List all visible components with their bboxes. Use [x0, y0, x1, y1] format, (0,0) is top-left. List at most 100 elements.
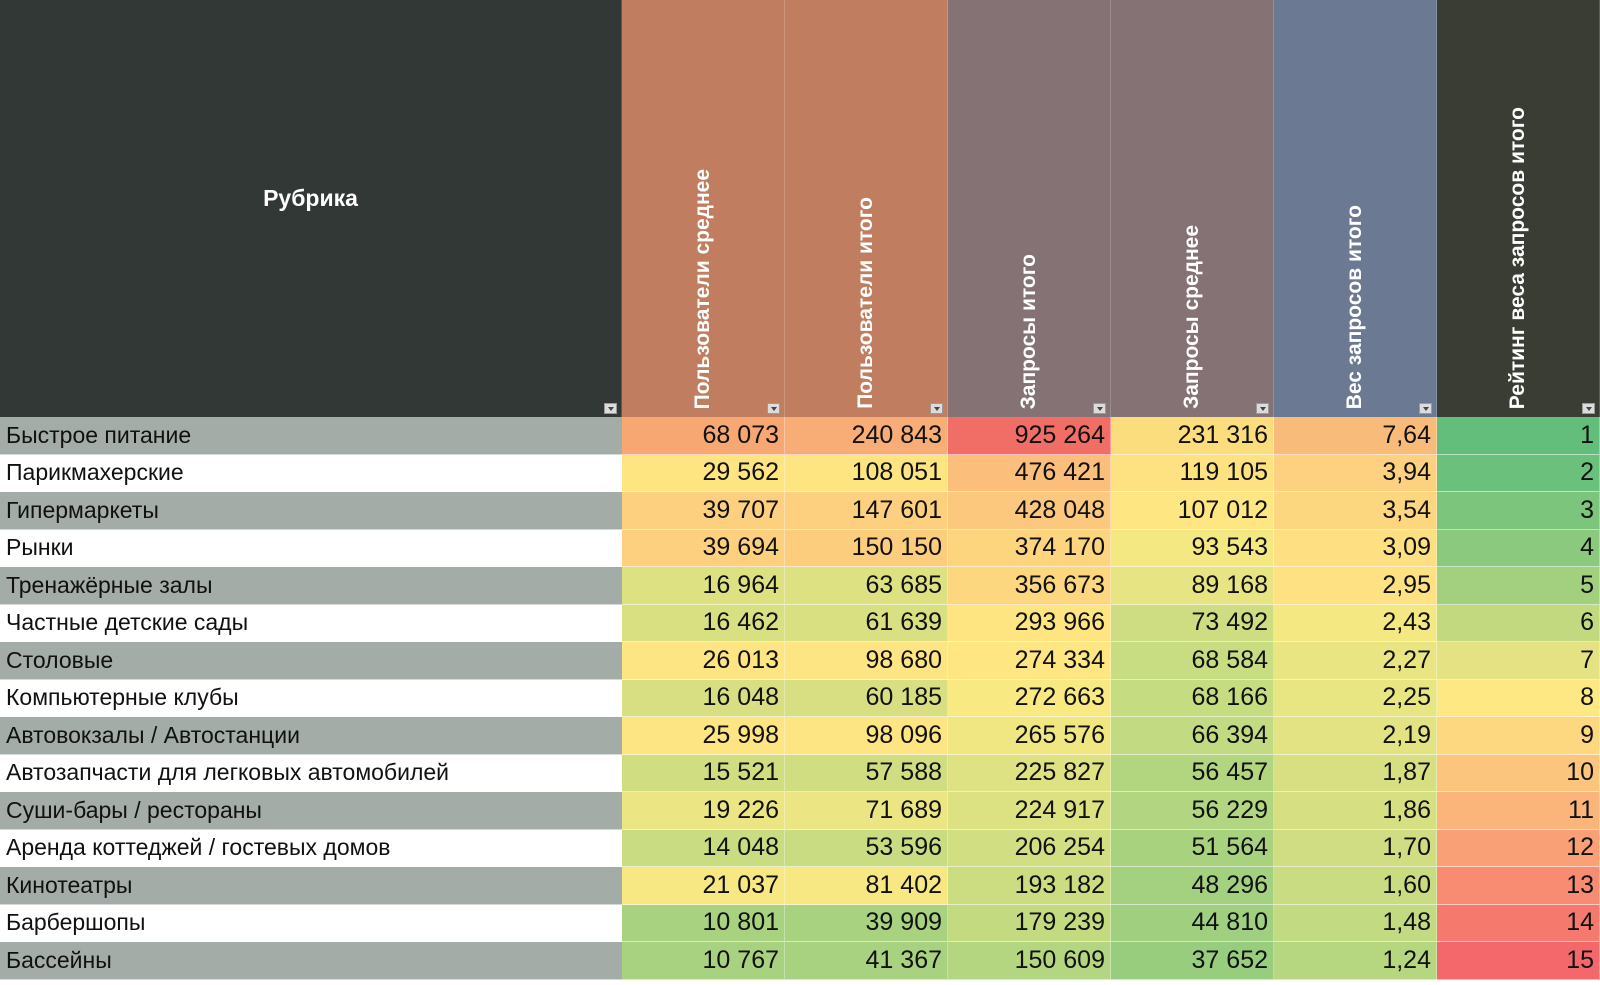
row-queries-total-cell[interactable]: 206 254 — [948, 829, 1111, 867]
row-category-cell[interactable]: Тренажёрные залы — [0, 567, 622, 605]
row-queries-total-cell[interactable]: 225 827 — [948, 754, 1111, 792]
row-category-cell[interactable]: Частные детские сады — [0, 604, 622, 642]
row-queries-avg-cell[interactable]: 93 543 — [1111, 529, 1274, 567]
row-queries-total-cell[interactable]: 193 182 — [948, 867, 1111, 905]
row-users-avg-cell[interactable]: 25 998 — [622, 717, 785, 755]
row-queries-total-cell[interactable]: 374 170 — [948, 529, 1111, 567]
row-category-cell[interactable]: Рынки — [0, 529, 622, 567]
header-weight-total[interactable]: Вес запросов итого — [1274, 0, 1437, 417]
row-queries-total-cell[interactable]: 925 264 — [948, 417, 1111, 455]
row-queries-total-cell[interactable]: 476 421 — [948, 454, 1111, 492]
row-category-cell[interactable]: Бассейны — [0, 942, 622, 980]
row-queries-avg-cell[interactable]: 231 316 — [1111, 417, 1274, 455]
row-queries-avg-cell[interactable]: 48 296 — [1111, 867, 1274, 905]
header-weight-rank[interactable]: Рейтинг веса запросов итого — [1437, 0, 1600, 417]
header-queries-total[interactable]: Запросы итого — [948, 0, 1111, 417]
row-queries-avg-cell[interactable]: 56 229 — [1111, 792, 1274, 830]
row-weight-cell[interactable]: 1,87 — [1274, 754, 1437, 792]
row-users-avg-cell[interactable]: 15 521 — [622, 754, 785, 792]
row-users-total-cell[interactable]: 57 588 — [785, 754, 948, 792]
row-rank-cell[interactable]: 13 — [1437, 867, 1600, 905]
header-queries-avg[interactable]: Запросы среднее — [1111, 0, 1274, 417]
row-weight-cell[interactable]: 2,27 — [1274, 642, 1437, 680]
row-queries-avg-cell[interactable]: 44 810 — [1111, 904, 1274, 942]
row-category-cell[interactable]: Барбершопы — [0, 904, 622, 942]
row-users-total-cell[interactable]: 150 150 — [785, 529, 948, 567]
row-users-total-cell[interactable]: 71 689 — [785, 792, 948, 830]
row-queries-total-cell[interactable]: 356 673 — [948, 567, 1111, 605]
row-queries-total-cell[interactable]: 150 609 — [948, 942, 1111, 980]
row-queries-avg-cell[interactable]: 37 652 — [1111, 942, 1274, 980]
row-queries-avg-cell[interactable]: 56 457 — [1111, 754, 1274, 792]
row-rank-cell[interactable]: 8 — [1437, 679, 1600, 717]
row-users-total-cell[interactable]: 63 685 — [785, 567, 948, 605]
row-category-cell[interactable]: Автозапчасти для легковых автомобилей — [0, 754, 622, 792]
row-weight-cell[interactable]: 7,64 — [1274, 417, 1437, 455]
row-rank-cell[interactable]: 6 — [1437, 604, 1600, 642]
row-users-total-cell[interactable]: 81 402 — [785, 867, 948, 905]
row-users-avg-cell[interactable]: 19 226 — [622, 792, 785, 830]
filter-dropdown-icon[interactable] — [604, 403, 617, 414]
row-rank-cell[interactable]: 5 — [1437, 567, 1600, 605]
header-rubric[interactable]: Рубрика — [0, 0, 622, 417]
row-weight-cell[interactable]: 3,54 — [1274, 492, 1437, 530]
row-queries-avg-cell[interactable]: 68 166 — [1111, 679, 1274, 717]
row-users-avg-cell[interactable]: 29 562 — [622, 454, 785, 492]
row-users-avg-cell[interactable]: 16 048 — [622, 679, 785, 717]
row-weight-cell[interactable]: 2,95 — [1274, 567, 1437, 605]
row-users-total-cell[interactable]: 98 680 — [785, 642, 948, 680]
row-weight-cell[interactable]: 1,70 — [1274, 829, 1437, 867]
row-rank-cell[interactable]: 10 — [1437, 754, 1600, 792]
row-category-cell[interactable]: Аренда коттеджей / гостевых домов — [0, 829, 622, 867]
row-weight-cell[interactable]: 1,24 — [1274, 942, 1437, 980]
row-category-cell[interactable]: Кинотеатры — [0, 867, 622, 905]
row-users-total-cell[interactable]: 61 639 — [785, 604, 948, 642]
row-users-avg-cell[interactable]: 39 694 — [622, 529, 785, 567]
row-queries-total-cell[interactable]: 272 663 — [948, 679, 1111, 717]
row-weight-cell[interactable]: 2,43 — [1274, 604, 1437, 642]
row-users-total-cell[interactable]: 41 367 — [785, 942, 948, 980]
row-queries-avg-cell[interactable]: 51 564 — [1111, 829, 1274, 867]
row-queries-total-cell[interactable]: 428 048 — [948, 492, 1111, 530]
row-queries-avg-cell[interactable]: 73 492 — [1111, 604, 1274, 642]
row-users-avg-cell[interactable]: 16 964 — [622, 567, 785, 605]
row-category-cell[interactable]: Гипермаркеты — [0, 492, 622, 530]
row-users-total-cell[interactable]: 39 909 — [785, 904, 948, 942]
row-weight-cell[interactable]: 3,94 — [1274, 454, 1437, 492]
row-users-avg-cell[interactable]: 14 048 — [622, 829, 785, 867]
row-users-total-cell[interactable]: 60 185 — [785, 679, 948, 717]
row-weight-cell[interactable]: 1,60 — [1274, 867, 1437, 905]
row-queries-avg-cell[interactable]: 119 105 — [1111, 454, 1274, 492]
filter-dropdown-icon[interactable] — [1093, 403, 1106, 414]
header-users-total[interactable]: Пользователи итого — [785, 0, 948, 417]
row-users-total-cell[interactable]: 240 843 — [785, 417, 948, 455]
row-rank-cell[interactable]: 12 — [1437, 829, 1600, 867]
row-users-avg-cell[interactable]: 26 013 — [622, 642, 785, 680]
row-category-cell[interactable]: Суши-бары / рестораны — [0, 792, 622, 830]
row-queries-total-cell[interactable]: 224 917 — [948, 792, 1111, 830]
row-weight-cell[interactable]: 1,86 — [1274, 792, 1437, 830]
row-queries-avg-cell[interactable]: 89 168 — [1111, 567, 1274, 605]
row-users-total-cell[interactable]: 53 596 — [785, 829, 948, 867]
row-weight-cell[interactable]: 1,48 — [1274, 904, 1437, 942]
row-users-total-cell[interactable]: 147 601 — [785, 492, 948, 530]
filter-dropdown-icon[interactable] — [1419, 403, 1432, 414]
row-rank-cell[interactable]: 1 — [1437, 417, 1600, 455]
row-category-cell[interactable]: Быстрое питание — [0, 417, 622, 455]
row-rank-cell[interactable]: 2 — [1437, 454, 1600, 492]
filter-dropdown-icon[interactable] — [930, 403, 943, 414]
filter-dropdown-icon[interactable] — [1582, 403, 1595, 414]
row-rank-cell[interactable]: 9 — [1437, 717, 1600, 755]
row-users-avg-cell[interactable]: 68 073 — [622, 417, 785, 455]
row-rank-cell[interactable]: 11 — [1437, 792, 1600, 830]
row-weight-cell[interactable]: 2,25 — [1274, 679, 1437, 717]
row-rank-cell[interactable]: 15 — [1437, 942, 1600, 980]
row-queries-total-cell[interactable]: 265 576 — [948, 717, 1111, 755]
row-users-avg-cell[interactable]: 10 801 — [622, 904, 785, 942]
header-users-avg[interactable]: Пользователи среднее — [622, 0, 785, 417]
row-queries-avg-cell[interactable]: 66 394 — [1111, 717, 1274, 755]
row-rank-cell[interactable]: 7 — [1437, 642, 1600, 680]
row-category-cell[interactable]: Парикмахерские — [0, 454, 622, 492]
row-users-avg-cell[interactable]: 39 707 — [622, 492, 785, 530]
row-queries-total-cell[interactable]: 179 239 — [948, 904, 1111, 942]
